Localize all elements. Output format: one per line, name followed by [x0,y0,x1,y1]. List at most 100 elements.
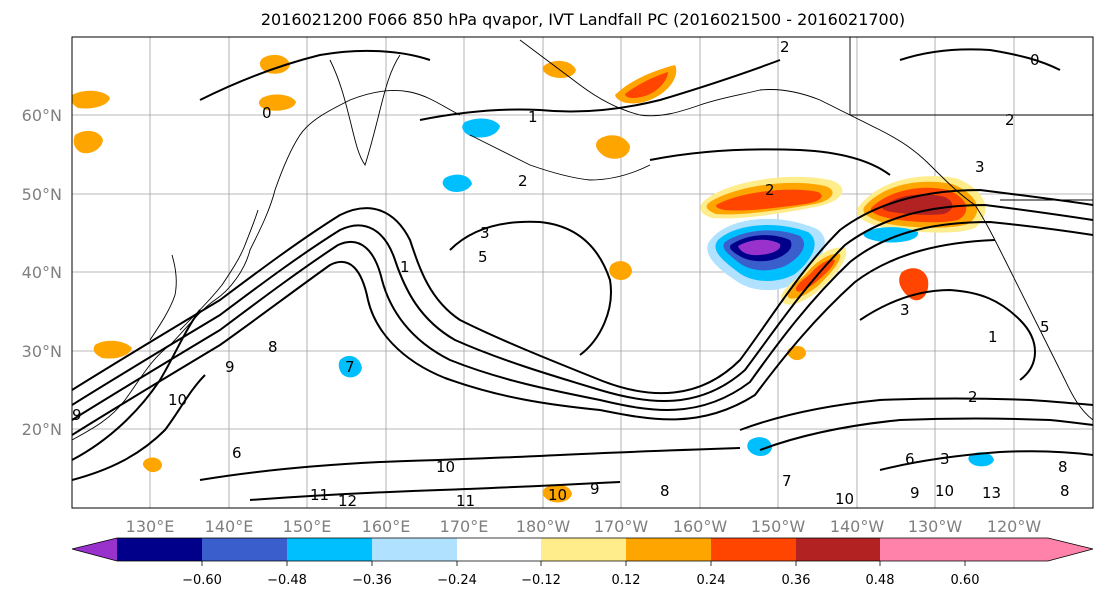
contour-label: 9 [590,480,600,498]
coast-korea [149,254,177,341]
positive-alaska-inner [625,72,668,99]
map-panel: 2 0 1 0 2 2 3 2 3 3 5 1 9 8 7 10 6 9 10 … [72,37,1093,510]
contour-east-south-2 [759,417,1093,451]
contour-jet-3 [72,220,1093,421]
negative-west-2 [442,174,472,192]
contour-label: 10 [436,458,455,476]
colorbar-segment [457,538,541,561]
lat-label: 30°N [22,342,62,361]
contour-east-south-1 [739,397,1093,431]
lon-label: 150°E [283,517,332,536]
lon-label: 150°W [751,517,806,536]
lat-label: 40°N [22,263,62,282]
negative-anomaly-peak [738,239,781,256]
positive-mid-1 [609,261,632,280]
positive-bering [596,135,630,159]
contour-label: 7 [345,358,355,376]
contour-label: 9 [72,406,82,424]
colorbar-extend-low [72,538,117,561]
positive-japan-1 [93,340,132,359]
contour-label: 8 [268,338,278,356]
contour-label: 8 [660,482,670,500]
contour-south-2 [249,481,621,501]
lon-label: 140°E [205,517,254,536]
contour-south-1 [199,447,741,481]
contour-label: 2 [765,181,775,199]
colorbar-segment [202,538,287,561]
contour-label: 2 [1005,111,1015,129]
colorbar-segment [117,538,202,561]
colorbar-segment [796,538,880,561]
contour-west-loop [72,309,201,461]
map-frame [71,36,1094,509]
contour-label: 11 [456,492,475,510]
colorbar-outline [71,537,1094,562]
contour-label: 1 [400,258,410,276]
contour-jet-4 [72,239,996,436]
lat-label: 60°N [22,106,62,125]
colorbar-extend-high [880,538,1093,561]
coast-alaska [519,39,976,206]
contour-label: 12 [338,492,357,510]
colorbar-tick-label: 0.60 [951,573,980,588]
colorbar-segment [287,538,372,561]
latitude-axis: 60°N 50°N 40°N 30°N 20°N [22,106,62,439]
positive-band-north-inner [716,189,822,211]
lon-label: 130°W [908,517,963,536]
lon-label: 160°E [362,517,411,536]
coast-borders [849,37,1093,201]
contour-label: 9 [225,358,235,376]
contour-label: 3 [900,301,910,319]
contour-label: 2 [518,172,528,190]
lat-label: 50°N [22,185,62,204]
colorbar-tick-label: −0.12 [521,573,561,588]
colorbar-tick-label: 0.48 [866,573,895,588]
colorbar-ticks [201,561,966,566]
positive-kamchatka-2 [73,130,103,154]
contour-label: 2 [968,388,978,406]
coast-aleutians [469,134,651,181]
colorbar-segment [626,538,711,561]
contour-label: 6 [232,444,242,462]
contour-label: 7 [782,472,792,490]
contour-east-south-3 [879,450,1093,471]
colorbar-tick-label: −0.48 [267,573,307,588]
contour-label: 10 [548,486,567,504]
lon-label: 160°W [673,517,728,536]
contour-north-2 [199,49,431,101]
contour-label: 5 [478,248,488,266]
lon-label: 170°W [594,517,649,536]
contour-east-2 [899,48,1061,71]
negative-coast-blob [863,227,919,243]
positive-jet-inner [795,259,835,292]
contour-jet-2 [72,203,1093,406]
map-background [72,37,1093,508]
negative-tropic-east [968,452,994,467]
colorbar-segment [372,538,457,561]
positive-okhotsk-2 [258,94,296,111]
contour-label: 3 [940,450,950,468]
contour-mid-2 [649,148,891,176]
negative-sw-1 [747,437,772,456]
colorbar-segment [541,538,626,561]
longitude-axis: 130°E 140°E 150°E 160°E 170°E 180°W 170°… [126,517,1042,536]
contour-label: 10 [935,482,954,500]
figure-title: 2016021200 F066 850 hPa qvapor, IVT Land… [261,10,905,29]
lon-label: 170°E [440,517,489,536]
contour-north-1 [419,59,781,121]
contour-label: 10 [168,391,187,409]
contour-label: 3 [975,158,985,176]
contour-label: 13 [982,484,1001,502]
lon-label: 120°W [987,517,1042,536]
contour-labels: 2 0 1 0 2 2 3 2 3 3 5 1 9 8 7 10 6 9 10 … [72,38,1070,510]
contour-label: 2 [780,38,790,56]
colorbar-tick-label: −0.24 [437,573,477,588]
colorbar-tick-label: 0.24 [697,573,726,588]
contour-label: 5 [1040,318,1050,336]
coast-kamchatka [329,54,401,166]
contour-jet-1 [72,188,1093,395]
positive-sea-okhotsk [259,54,290,74]
lon-label: 130°E [126,517,175,536]
positive-tropic-1 [542,484,572,503]
